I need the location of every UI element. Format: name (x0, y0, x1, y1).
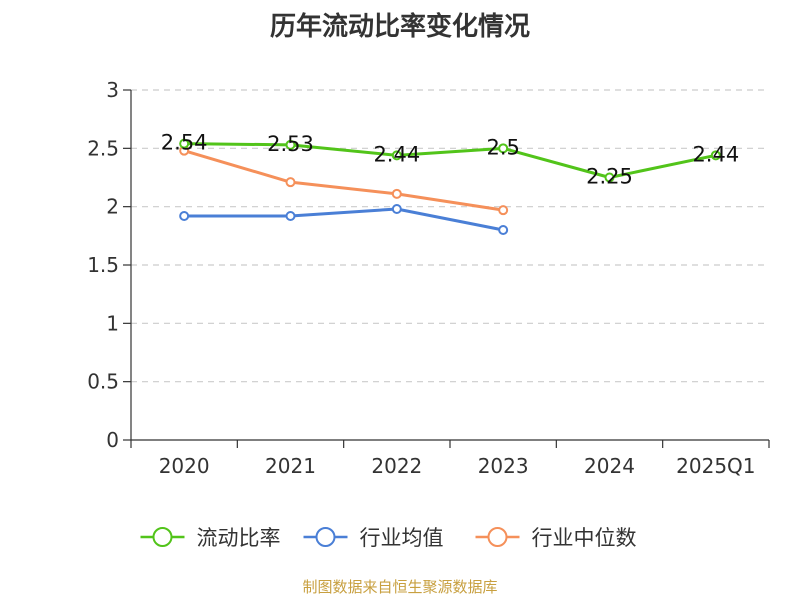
data-label: 2.53 (267, 132, 314, 156)
data-label: 2.44 (373, 142, 420, 166)
x-tick-label: 2020 (159, 454, 210, 478)
data-point (179, 211, 190, 221)
data-label: 2.44 (692, 142, 739, 166)
legend-item-3: 行业中位数 (475, 526, 637, 550)
data-point (179, 138, 190, 149)
data-point (391, 204, 402, 214)
grid-lines (131, 89, 769, 383)
data-labels: 2.54 2.53 2.44 2.5 2.25 2.44 (161, 131, 739, 189)
data-point (498, 225, 509, 235)
chart-title: 历年流动比率变化情况 (269, 12, 530, 42)
legend-item-2: 行业均值 (303, 526, 444, 550)
data-point (498, 205, 509, 216)
x-tick-label: 2021 (265, 454, 316, 478)
series-line-1 (184, 142, 717, 179)
data-point (710, 150, 721, 161)
data-label: 2.25 (586, 165, 633, 189)
x-tick-label: 2022 (371, 454, 422, 478)
data-label: 2.54 (161, 131, 208, 155)
data-point (498, 143, 509, 154)
data-label: 2.5 (486, 135, 519, 159)
legend-marker (152, 527, 173, 547)
data-point (391, 150, 402, 161)
legend: 流动比率 行业均值 行业中位数 (140, 526, 637, 550)
data-point (604, 172, 615, 183)
legend-label: 行业均值 (360, 526, 444, 550)
y-tick-label: 1.5 (87, 253, 119, 277)
y-tick-label: 2 (106, 195, 119, 219)
data-point (285, 177, 296, 188)
x-tick-label: 2023 (478, 454, 529, 478)
x-tick-label: 2025Q1 (676, 454, 755, 478)
legend-item-1: 流动比率 (140, 526, 281, 550)
data-point (285, 211, 296, 221)
legend-label: 行业中位数 (532, 526, 637, 550)
series-line-2 (184, 207, 504, 232)
legend-marker (487, 527, 508, 547)
x-tick-label: 2024 (584, 454, 635, 478)
y-tick-label: 0 (106, 428, 119, 452)
legend-label: 流动比率 (197, 526, 281, 550)
data-point (285, 139, 296, 150)
source-footer: 制图数据来自恒生聚源数据库 (302, 578, 498, 596)
data-point (391, 188, 402, 199)
legend-marker (315, 527, 336, 547)
series-line-3 (183, 149, 504, 212)
y-tick-label: 2.5 (87, 136, 119, 160)
series-lines (179, 138, 721, 235)
y-tick-label: 1 (106, 311, 119, 335)
y-tick-label: 3 (106, 78, 119, 102)
y-tick-label: 0.5 (87, 370, 119, 394)
